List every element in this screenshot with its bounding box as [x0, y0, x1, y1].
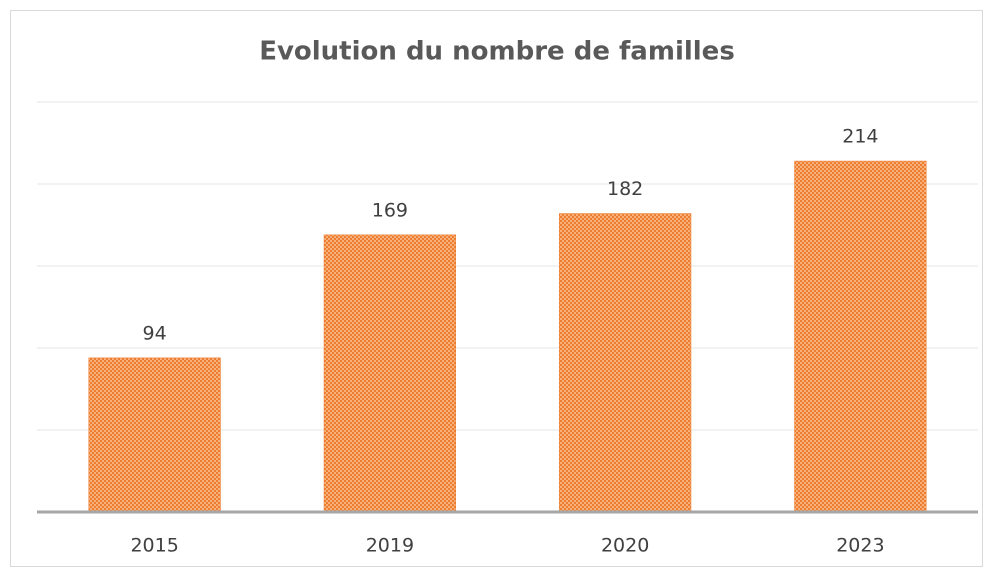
data-label: 169 — [372, 199, 408, 221]
data-label: 94 — [143, 322, 167, 344]
bar — [88, 357, 221, 513]
bar — [323, 234, 456, 513]
data-label: 214 — [842, 126, 878, 148]
x-tick-label: 2023 — [836, 535, 884, 557]
chart-title: Evolution du nombre de familles — [259, 37, 735, 67]
x-tick-label: 2019 — [366, 535, 414, 557]
x-tick-label: 2020 — [601, 535, 649, 557]
bar — [794, 160, 927, 513]
bar — [559, 213, 692, 513]
data-label: 182 — [607, 178, 643, 200]
x-tick-label: 2015 — [130, 535, 178, 557]
